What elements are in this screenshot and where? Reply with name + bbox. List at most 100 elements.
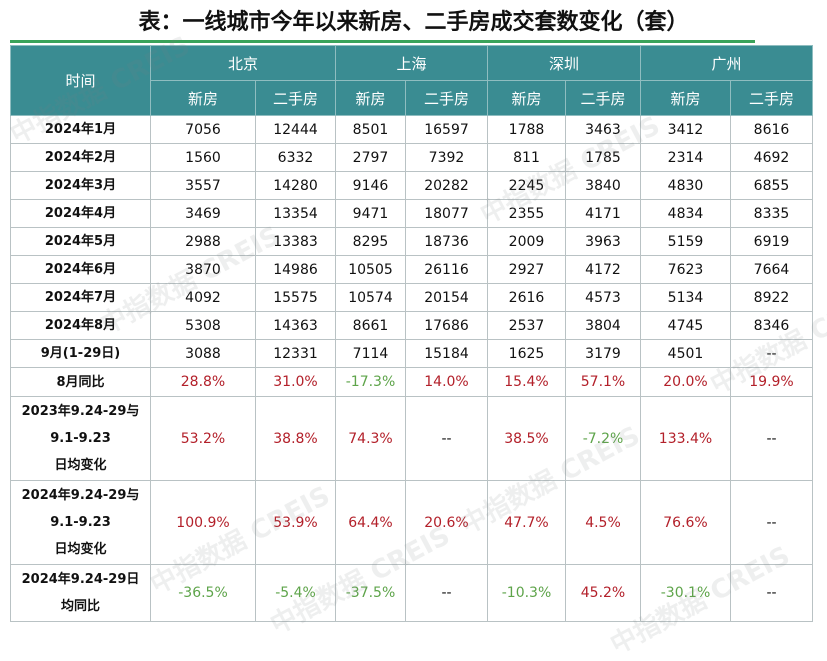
cell: 76.6% (640, 480, 731, 565)
data-row: 2024年9.24-29与 9.1-9.23 日均变化 100.9% 53.9% 64.4… (10, 480, 813, 565)
cell: 3088 (150, 339, 256, 368)
cell: 57.1% (565, 367, 641, 397)
cell: 17686 (405, 311, 488, 340)
cell: 2537 (487, 311, 566, 340)
cell: 4501 (640, 339, 731, 368)
cell: 20.6% (405, 480, 488, 565)
cell: 3840 (565, 171, 641, 200)
row-label: 9月(1-29日) (10, 339, 151, 368)
row-label-line: 9.1-9.23 (50, 431, 111, 446)
data-row: 2024年9.24-29日 均同比 -36.5% -5.4% -37.5% -- -10.3… (10, 564, 813, 622)
data-row: 2024年7月 4092 15575 10574 20154 2616 4573 5134 89… (10, 283, 813, 312)
row-label: 2024年9.24-29与 9.1-9.23 日均变化 (10, 480, 151, 565)
type-header: 新房 (150, 80, 256, 116)
cell: 8616 (730, 115, 813, 144)
cell: -- (730, 564, 813, 622)
cell: 4692 (730, 143, 813, 172)
row-label: 2024年3月 (10, 171, 151, 200)
row-label: 2023年9.24-29与 9.1-9.23 日均变化 (10, 396, 151, 481)
cell: 3412 (640, 115, 731, 144)
cell: 10574 (335, 283, 406, 312)
cell: 7056 (150, 115, 256, 144)
cell: -- (730, 339, 813, 368)
cell: 9471 (335, 199, 406, 228)
cell: 53.9% (255, 480, 336, 565)
cell: 2927 (487, 255, 566, 284)
row-label-line: 2024年2月 (44, 150, 117, 165)
cell: 8346 (730, 311, 813, 340)
row-label: 2024年1月 (10, 115, 151, 144)
cell: 20282 (405, 171, 488, 200)
cell: 16597 (405, 115, 488, 144)
cell: 18077 (405, 199, 488, 228)
row-label-line: 2024年1月 (44, 122, 117, 137)
cell: 811 (487, 143, 566, 172)
row-label-line: 2023年9.24-29与 (21, 404, 140, 419)
cell: 5159 (640, 227, 731, 256)
cell: 8661 (335, 311, 406, 340)
cell: 1625 (487, 339, 566, 368)
city-header: 深圳 (487, 45, 641, 81)
cell: 7664 (730, 255, 813, 284)
cell: 2797 (335, 143, 406, 172)
row-label-line: 9月(1-29日) (40, 346, 121, 361)
cell: 8335 (730, 199, 813, 228)
row-label: 8月同比 (10, 367, 151, 397)
row-label-line: 2024年3月 (44, 178, 117, 193)
cell: 2355 (487, 199, 566, 228)
cell: 6855 (730, 171, 813, 200)
cell: 18736 (405, 227, 488, 256)
row-label: 2024年8月 (10, 311, 151, 340)
cell: 4.5% (565, 480, 641, 565)
cell: 4172 (565, 255, 641, 284)
cell: 4573 (565, 283, 641, 312)
cell: 1788 (487, 115, 566, 144)
cell: 8295 (335, 227, 406, 256)
cell: 31.0% (255, 367, 336, 397)
cell: 7114 (335, 339, 406, 368)
data-row: 2024年5月 2988 13383 8295 18736 2009 3963 5159 691… (10, 227, 813, 256)
cell: 20.0% (640, 367, 731, 397)
city-header: 广州 (640, 45, 813, 81)
cell: 3557 (150, 171, 256, 200)
cell: 45.2% (565, 564, 641, 622)
cell: 13354 (255, 199, 336, 228)
cell: 13383 (255, 227, 336, 256)
type-header: 二手房 (730, 80, 813, 116)
row-label-line: 2024年9.24-29与 (21, 488, 140, 503)
cell: 2988 (150, 227, 256, 256)
cell: 4171 (565, 199, 641, 228)
cell: 4834 (640, 199, 731, 228)
cell: 12331 (255, 339, 336, 368)
row-label-line: 2024年4月 (44, 206, 117, 221)
data-row: 2024年4月 3469 13354 9471 18077 2355 4171 4834 833… (10, 199, 813, 228)
cell: 38.8% (255, 396, 336, 481)
cell: 10505 (335, 255, 406, 284)
cell: 4092 (150, 283, 256, 312)
cell: 47.7% (487, 480, 566, 565)
row-label-line: 日均变化 (54, 542, 107, 557)
cell: 2616 (487, 283, 566, 312)
cell: 133.4% (640, 396, 731, 481)
cell: 19.9% (730, 367, 813, 397)
cell: 3463 (565, 115, 641, 144)
row-label-line: 9.1-9.23 (50, 515, 111, 530)
data-row: 2023年9.24-29与 9.1-9.23 日均变化 53.2% 38.8% 74.3%… (10, 396, 813, 481)
cell: 14986 (255, 255, 336, 284)
data-table: 时间 北京 上海 深圳 广州 新房 二手房 新房 二手房 新房 二手房 新房 二手房 2024年1月 705… (10, 45, 813, 622)
page: 表：一线城市今年以来新房、二手房成交套数变化（套） 时间 北京 上海 深圳 广州 新房 二手… (5, 10, 827, 661)
row-label: 2024年4月 (10, 199, 151, 228)
type-header: 二手房 (565, 80, 641, 116)
cell: 7623 (640, 255, 731, 284)
cell: 1785 (565, 143, 641, 172)
cell: 38.5% (487, 396, 566, 481)
type-header: 新房 (487, 80, 566, 116)
data-row: 2024年1月 7056 12444 8501 16597 1788 3463 3412 861… (10, 115, 813, 144)
type-header: 二手房 (255, 80, 336, 116)
cell: 20154 (405, 283, 488, 312)
row-label-line: 均同比 (60, 599, 100, 614)
header-row: 时间 北京 上海 深圳 广州 (10, 45, 813, 116)
cell: 12444 (255, 115, 336, 144)
cell: -30.1% (640, 564, 731, 622)
row-label-line: 8月同比 (56, 374, 105, 390)
